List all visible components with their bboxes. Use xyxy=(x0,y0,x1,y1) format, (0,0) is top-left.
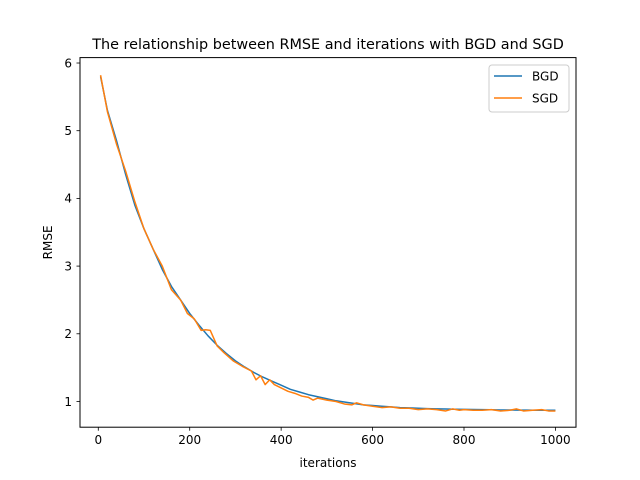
y-tick-label: 5 xyxy=(64,124,72,138)
y-tick-label: 1 xyxy=(64,395,72,409)
axes-frame xyxy=(79,57,577,428)
y-tick-label: 4 xyxy=(64,192,72,206)
legend-label-bgd: BGD xyxy=(532,70,559,84)
x-tick-label: 800 xyxy=(453,433,476,447)
y-tick-label: 3 xyxy=(64,259,72,273)
y-axis-label: RMSE xyxy=(41,225,55,259)
y-axis-ticks: 1 2 3 4 5 6 xyxy=(64,56,80,409)
y-tick-label: 6 xyxy=(64,56,72,70)
x-tick-label: 200 xyxy=(178,433,201,447)
x-tick-label: 400 xyxy=(270,433,293,447)
legend-label-sgd: SGD xyxy=(532,92,558,106)
x-axis-label: iterations xyxy=(300,456,357,470)
x-tick-label: 600 xyxy=(361,433,384,447)
x-tick-label: 0 xyxy=(94,433,102,447)
x-tick-label: 1000 xyxy=(540,433,571,447)
x-axis-ticks: 0 200 400 600 800 1000 xyxy=(94,427,571,447)
legend: BGD SGD xyxy=(488,64,570,113)
series-line-sgd xyxy=(99,75,556,412)
plot-area xyxy=(79,57,577,428)
y-tick-label: 2 xyxy=(64,327,72,341)
chart-title: The relationship between RMSE and iterat… xyxy=(91,37,564,53)
series-group xyxy=(99,75,556,412)
